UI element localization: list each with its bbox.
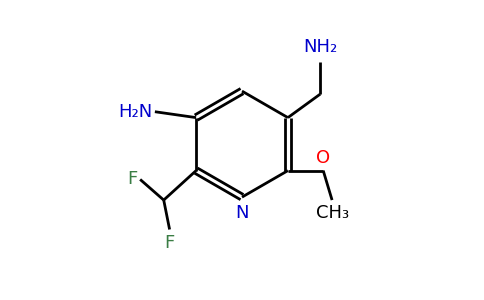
Text: H₂N: H₂N	[118, 103, 152, 121]
Text: N: N	[235, 204, 249, 222]
Text: NH₂: NH₂	[303, 38, 337, 56]
Text: O: O	[316, 149, 330, 167]
Text: CH₃: CH₃	[316, 204, 348, 222]
Text: F: F	[128, 170, 138, 188]
Text: F: F	[165, 234, 175, 252]
